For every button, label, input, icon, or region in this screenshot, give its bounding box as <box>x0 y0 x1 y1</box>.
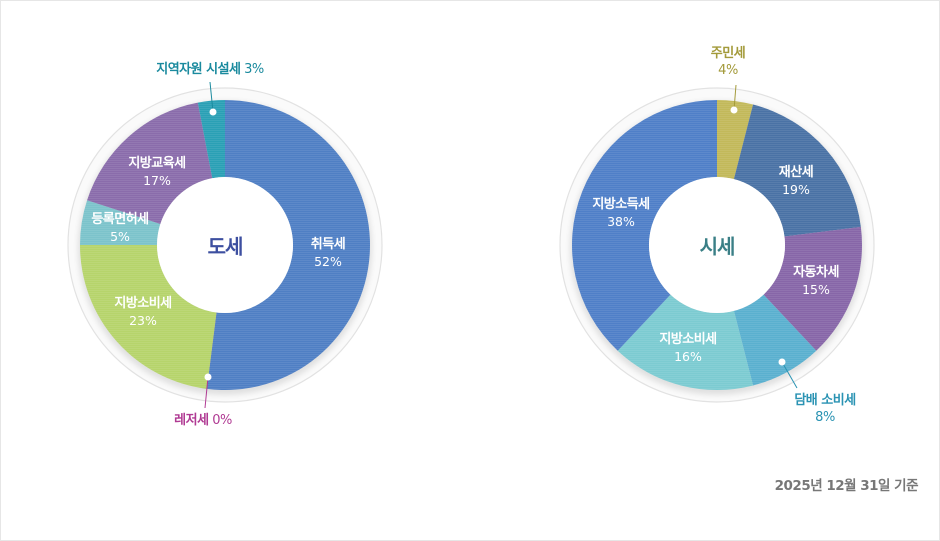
slice-label-automobile-tax: 자동차세 15% <box>793 265 839 297</box>
callout-tobacco-tax: 담배 소비세 8% <box>794 393 856 425</box>
left-center-title: 도세 <box>207 234 244 259</box>
basis-date-note: 2025년 12월 31일 기준 <box>774 478 919 494</box>
slice-label-property-tax: 재산세 19% <box>778 165 814 197</box>
slice-label-local-consumption-tax: 지방소비세 23% <box>114 296 172 328</box>
slice-label-local-consumption-tax-city: 지방소비세 16% <box>659 332 717 364</box>
slice-label-acquisition-tax: 취득세 52% <box>310 237 346 269</box>
right-center-title: 시세 <box>699 234 736 259</box>
callout-resident-tax: 주민세 4% <box>710 46 746 78</box>
left-donut-chart <box>67 81 383 409</box>
slice-label-local-income-tax: 지방소득세 38% <box>592 197 650 229</box>
slice-label-local-education-tax: 지방교육세 17% <box>128 156 186 188</box>
right-donut-chart <box>559 84 875 403</box>
callout-leisure-tax: 레저세 0% <box>174 413 232 428</box>
slice-label-registration-tax: 등록면허세 5% <box>91 212 149 244</box>
callout-regional-resource-tax: 지역자원 시설세 3% <box>156 62 264 77</box>
